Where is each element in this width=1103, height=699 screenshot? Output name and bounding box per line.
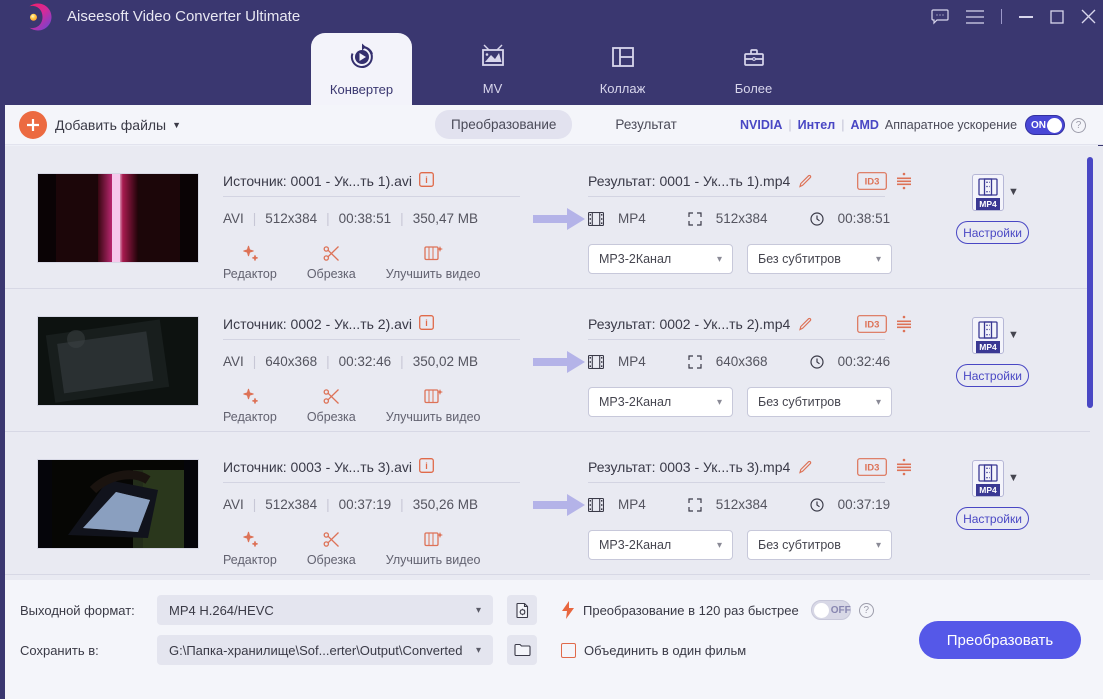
svg-text:ID3: ID3 (865, 177, 880, 188)
svg-text:i: i (425, 461, 428, 471)
svg-text:i: i (425, 318, 428, 328)
svg-text:ID3: ID3 (865, 320, 880, 331)
svg-text:i: i (425, 175, 428, 185)
svg-text:ID3: ID3 (865, 463, 880, 474)
